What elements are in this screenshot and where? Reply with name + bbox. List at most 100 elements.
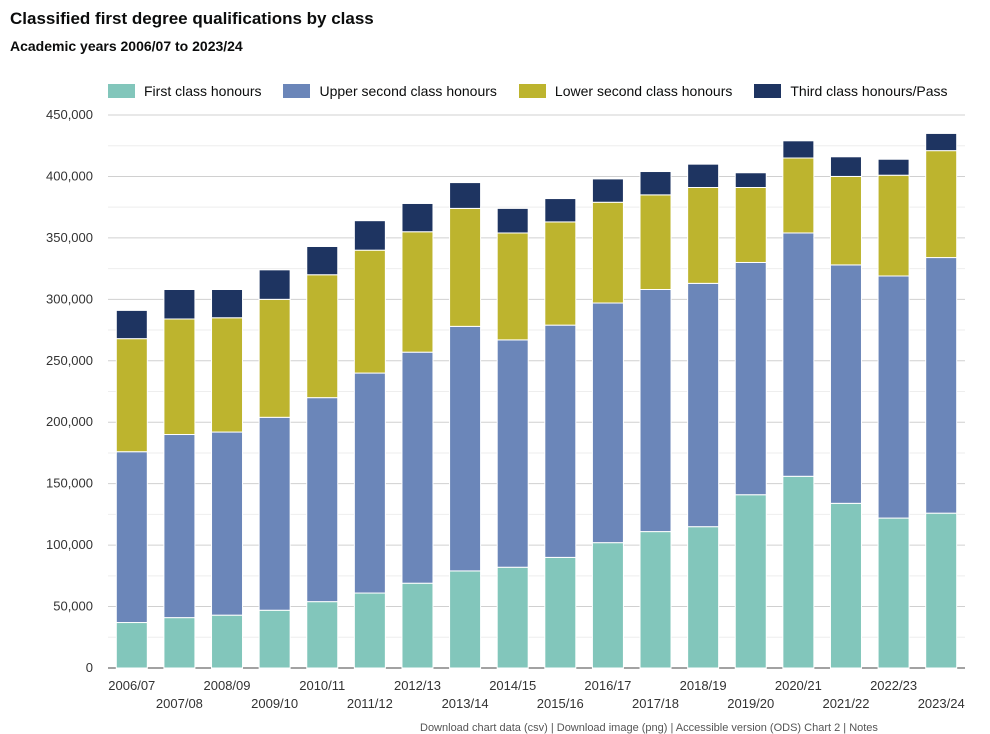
bar-segment <box>402 203 433 231</box>
bar-segment <box>259 417 290 610</box>
x-tick-label: 2008/09 <box>204 678 251 693</box>
bar-segment <box>688 283 719 526</box>
bar-segment <box>212 615 243 668</box>
x-tick-label: 2017/18 <box>632 696 679 711</box>
bar-segment <box>164 319 195 435</box>
bar-segment <box>735 262 766 494</box>
bar-segment <box>212 432 243 615</box>
bar-segment <box>497 208 528 233</box>
y-tick-label: 50,000 <box>53 599 93 614</box>
bar-segment <box>592 543 623 668</box>
bar-segment <box>830 265 861 503</box>
x-tick-label: 2009/10 <box>251 696 298 711</box>
bar-segment <box>497 340 528 567</box>
bar-segment <box>259 299 290 417</box>
bar-segment <box>688 188 719 284</box>
bar-segment <box>878 276 909 518</box>
bar-segment <box>592 179 623 202</box>
y-tick-label: 200,000 <box>46 414 93 429</box>
bar-segment <box>878 518 909 668</box>
bar-segment <box>926 151 957 258</box>
bar-segment <box>116 310 147 338</box>
y-tick-label: 100,000 <box>46 537 93 552</box>
bar-segment <box>402 583 433 668</box>
bar-segment <box>592 202 623 303</box>
x-tick-label: 2013/14 <box>442 696 489 711</box>
bar-segment <box>640 172 671 195</box>
bar-segment <box>307 246 338 274</box>
y-tick-label: 150,000 <box>46 476 93 491</box>
bar-segment <box>830 157 861 177</box>
bar-segment <box>688 164 719 187</box>
bar-segment <box>783 233 814 476</box>
bar-segment <box>354 221 385 250</box>
bar-segment <box>164 435 195 618</box>
bar-segment <box>545 199 576 222</box>
bar-segment <box>450 208 481 326</box>
x-tick-label: 2007/08 <box>156 696 203 711</box>
bar-segment <box>450 326 481 571</box>
bar-segment <box>926 133 957 150</box>
bar-segment <box>592 303 623 543</box>
x-tick-label: 2011/12 <box>347 696 393 711</box>
x-tick-label: 2014/15 <box>489 678 536 693</box>
x-tick-label: 2018/19 <box>680 678 727 693</box>
bar-segment <box>354 250 385 373</box>
bar-segment <box>402 352 433 583</box>
x-tick-label: 2012/13 <box>394 678 441 693</box>
bar-segment <box>783 476 814 668</box>
bar-segment <box>116 339 147 452</box>
x-tick-label: 2019/20 <box>727 696 774 711</box>
y-tick-label: 400,000 <box>46 168 93 183</box>
stacked-bar-chart: 0 50,000 100,000 150,000 200,000 250,000 300,0… <box>0 0 990 729</box>
x-tick-label: 2016/17 <box>584 678 631 693</box>
x-tick-label: 2023/24 <box>918 696 965 711</box>
bar-segment <box>212 318 243 432</box>
bar-segment <box>307 602 338 668</box>
bar-segment <box>545 557 576 668</box>
bar-segment <box>735 173 766 188</box>
bar-segment <box>164 618 195 668</box>
bar-segment <box>259 610 290 668</box>
chart-footnote: Download chart data (csv) | Download ima… <box>420 722 878 734</box>
bar-segment <box>402 232 433 352</box>
bar-segment <box>354 593 385 668</box>
bar-segment <box>164 290 195 319</box>
bar-segment <box>354 373 385 593</box>
bar-segment <box>497 233 528 340</box>
bar-segment <box>545 222 576 325</box>
bar-segment <box>450 183 481 209</box>
y-tick-label: 0 <box>86 660 93 675</box>
bar-segment <box>830 503 861 668</box>
bar-segment <box>545 325 576 557</box>
bar-segment <box>878 175 909 276</box>
bar-segment <box>878 159 909 175</box>
x-tick-label: 2015/16 <box>537 696 584 711</box>
bar-segment <box>259 270 290 299</box>
bar-segment <box>783 141 814 158</box>
y-tick-label: 300,000 <box>46 291 93 306</box>
bar-segment <box>640 290 671 532</box>
x-tick-label: 2020/21 <box>775 678 822 693</box>
x-tick-label: 2006/07 <box>108 678 155 693</box>
y-tick-label: 250,000 <box>46 353 93 368</box>
bar-segment <box>212 290 243 318</box>
bar-segment <box>926 258 957 514</box>
bar-segment <box>307 398 338 602</box>
x-tick-label: 2022/23 <box>870 678 917 693</box>
bar-segment <box>307 275 338 398</box>
bar-segment <box>783 158 814 233</box>
bar-segment <box>116 452 147 623</box>
bar-segment <box>497 567 528 668</box>
y-tick-label: 350,000 <box>46 230 93 245</box>
bar-segment <box>640 195 671 290</box>
x-tick-label: 2021/22 <box>822 696 869 711</box>
x-tick-label: 2010/11 <box>299 678 345 693</box>
bar-segment <box>735 188 766 263</box>
bar-segment <box>735 495 766 668</box>
bar-segment <box>116 623 147 668</box>
bar-segment <box>926 513 957 668</box>
bar-segment <box>688 527 719 668</box>
bar-segment <box>450 571 481 668</box>
y-tick-label: 450,000 <box>46 107 93 122</box>
